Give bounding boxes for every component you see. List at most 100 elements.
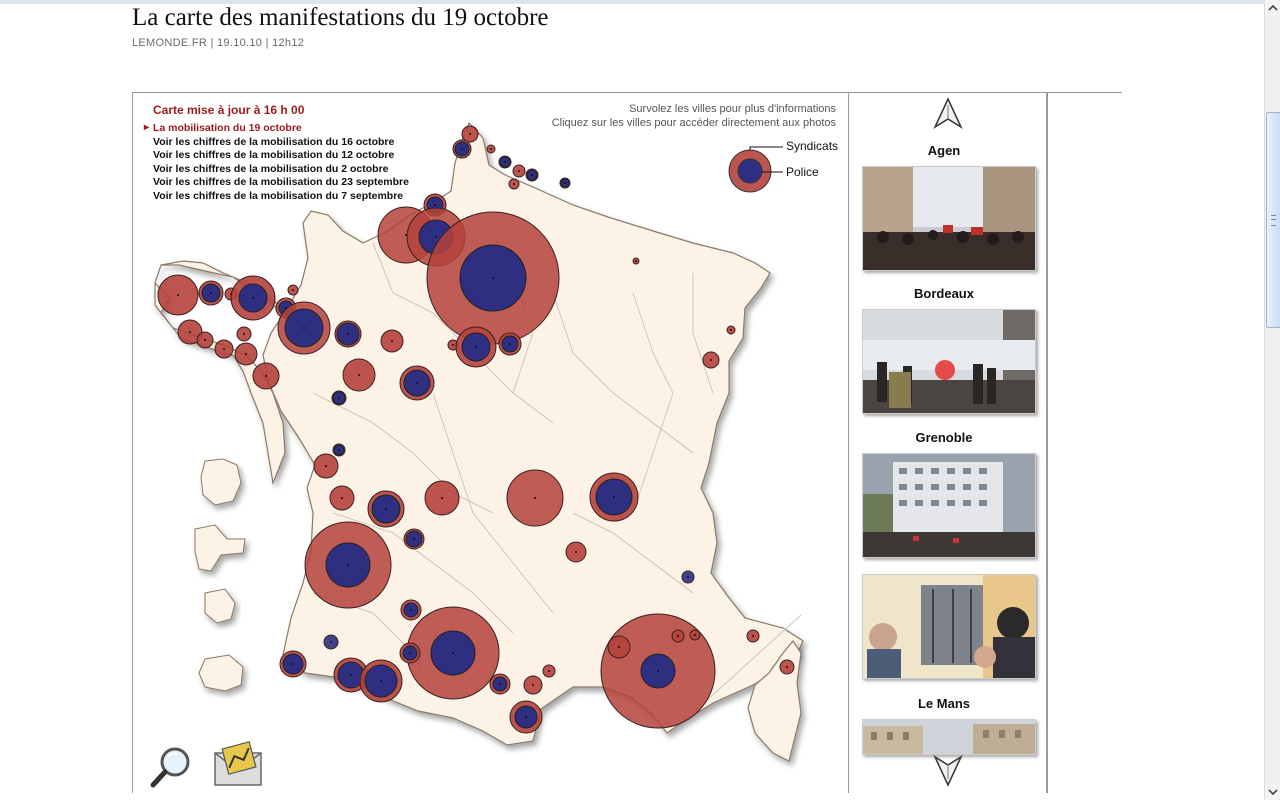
photo-le-mans[interactable]: [862, 719, 1036, 755]
city-marker[interactable]: [331, 390, 347, 406]
city-marker[interactable]: [542, 664, 556, 678]
scroll-up-arrow-icon[interactable]: [1265, 0, 1280, 16]
city-marker[interactable]: [508, 178, 520, 190]
city-marker[interactable]: [359, 659, 403, 703]
france-map: [154, 121, 804, 762]
link-mobilisation-23-septembre[interactable]: Voir les chiffres de la mobilisation du …: [153, 176, 409, 188]
legend-police-label: Police: [786, 165, 819, 179]
map-frame-top-border: [132, 92, 1122, 93]
city-marker[interactable]: [506, 469, 564, 527]
city-marker[interactable]: [196, 331, 214, 349]
city-marker[interactable]: [607, 635, 631, 659]
city-marker[interactable]: [498, 155, 512, 169]
city-marker[interactable]: [681, 570, 695, 584]
city-marker[interactable]: [399, 642, 421, 664]
city-marker[interactable]: [632, 257, 640, 265]
city-marker[interactable]: [726, 325, 736, 335]
city-marker[interactable]: [565, 541, 587, 563]
city-marker[interactable]: [367, 490, 405, 528]
city-marker[interactable]: [277, 301, 331, 355]
link-mobilisation-16-octobre[interactable]: Voir les chiffres de la mobilisation du …: [153, 135, 395, 148]
link-mobilisation-7-septembre[interactable]: Voir les chiffres de la mobilisation du …: [153, 189, 404, 202]
city-marker[interactable]: [452, 139, 472, 159]
city-dot: [358, 374, 360, 376]
city-marker[interactable]: [746, 629, 760, 643]
overseas-martinique: [194, 524, 246, 572]
photo-grenoble[interactable]: [862, 453, 1036, 558]
city-dot: [694, 634, 696, 636]
scrollbar-thumb[interactable]: [1266, 112, 1280, 328]
city-marker[interactable]: [252, 362, 280, 390]
photo-agen[interactable]: [862, 166, 1036, 271]
city-marker[interactable]: [486, 144, 496, 154]
city-marker[interactable]: [523, 675, 543, 695]
link-mobilisation-2-octobre[interactable]: Voir les chiffres de la mobilisation du …: [153, 162, 389, 175]
scroll-down-arrow-icon[interactable]: [1265, 784, 1280, 800]
legend-graphic: [728, 146, 783, 193]
photo-carousel: Agen Bordeaux Grenoble: [849, 93, 1048, 793]
city-marker[interactable]: [400, 599, 422, 621]
city-marker[interactable]: [509, 700, 543, 734]
city-marker[interactable]: [287, 284, 299, 296]
demonstration-circles[interactable]: [157, 125, 795, 734]
overseas-guyane: [204, 588, 236, 624]
city-marker[interactable]: [406, 606, 500, 700]
date-label: 19.10.10: [217, 37, 263, 49]
city-title-agen: Agen: [927, 143, 961, 158]
city-marker[interactable]: [455, 326, 497, 368]
city-dot: [730, 329, 732, 331]
city-marker[interactable]: [342, 358, 376, 392]
city-marker[interactable]: [177, 319, 203, 345]
city-marker[interactable]: [329, 485, 355, 511]
city-marker[interactable]: [525, 168, 539, 182]
photo-unnamed[interactable]: [862, 574, 1036, 679]
magnifier-icon[interactable]: [149, 743, 195, 789]
city-marker[interactable]: [512, 164, 526, 178]
city-marker[interactable]: [333, 657, 369, 693]
city-marker[interactable]: [426, 211, 560, 345]
city-marker[interactable]: [214, 339, 234, 359]
city-dot: [575, 551, 577, 553]
city-marker[interactable]: [689, 629, 701, 641]
photo-bordeaux[interactable]: [862, 309, 1036, 414]
city-marker[interactable]: [498, 332, 522, 356]
city-marker[interactable]: [230, 275, 276, 321]
city-dot: [492, 277, 494, 279]
city-marker[interactable]: [236, 326, 252, 342]
carousel-up-arrow-icon[interactable]: [933, 97, 963, 131]
map-panel: Carte mise à jour à 16 h 00 La mobilisat…: [132, 93, 850, 793]
overseas-reunion: [198, 654, 244, 692]
city-marker[interactable]: [702, 351, 720, 369]
city-marker[interactable]: [380, 329, 404, 353]
city-marker[interactable]: [234, 342, 258, 366]
city-marker[interactable]: [424, 480, 460, 516]
city-marker[interactable]: [157, 274, 199, 316]
city-marker[interactable]: [779, 659, 795, 675]
city-marker[interactable]: [304, 521, 392, 609]
city-marker[interactable]: [403, 528, 425, 550]
click-instruction: Cliquez sur les villes pour accéder dire…: [551, 116, 836, 129]
city-marker[interactable]: [589, 472, 639, 522]
city-marker[interactable]: [198, 280, 224, 306]
city-dot: [341, 497, 343, 499]
city-marker[interactable]: [275, 297, 297, 319]
source-label[interactable]: LEMONDE.FR: [132, 37, 208, 49]
city-marker[interactable]: [489, 673, 511, 695]
city-marker[interactable]: [313, 453, 339, 479]
city-marker[interactable]: [279, 650, 307, 678]
city-marker[interactable]: [671, 629, 685, 643]
city-marker[interactable]: [323, 634, 339, 650]
link-mobilisation-12-octobre[interactable]: Voir les chiffres de la mobilisation du …: [153, 149, 395, 161]
carousel-down-arrow-icon[interactable]: [933, 753, 963, 787]
city-marker[interactable]: [559, 177, 571, 189]
city-dot: [534, 497, 536, 499]
page-scrollbar[interactable]: [1264, 0, 1280, 800]
city-marker[interactable]: [332, 443, 346, 457]
link-active-mobilisation[interactable]: La mobilisation du 19 octobre: [144, 121, 409, 136]
city-marker[interactable]: [461, 125, 479, 143]
envelope-icon[interactable]: [213, 741, 265, 789]
city-marker[interactable]: [334, 320, 362, 348]
city-marker[interactable]: [399, 365, 435, 401]
city-dot: [243, 333, 245, 335]
city-dot: [710, 359, 712, 361]
